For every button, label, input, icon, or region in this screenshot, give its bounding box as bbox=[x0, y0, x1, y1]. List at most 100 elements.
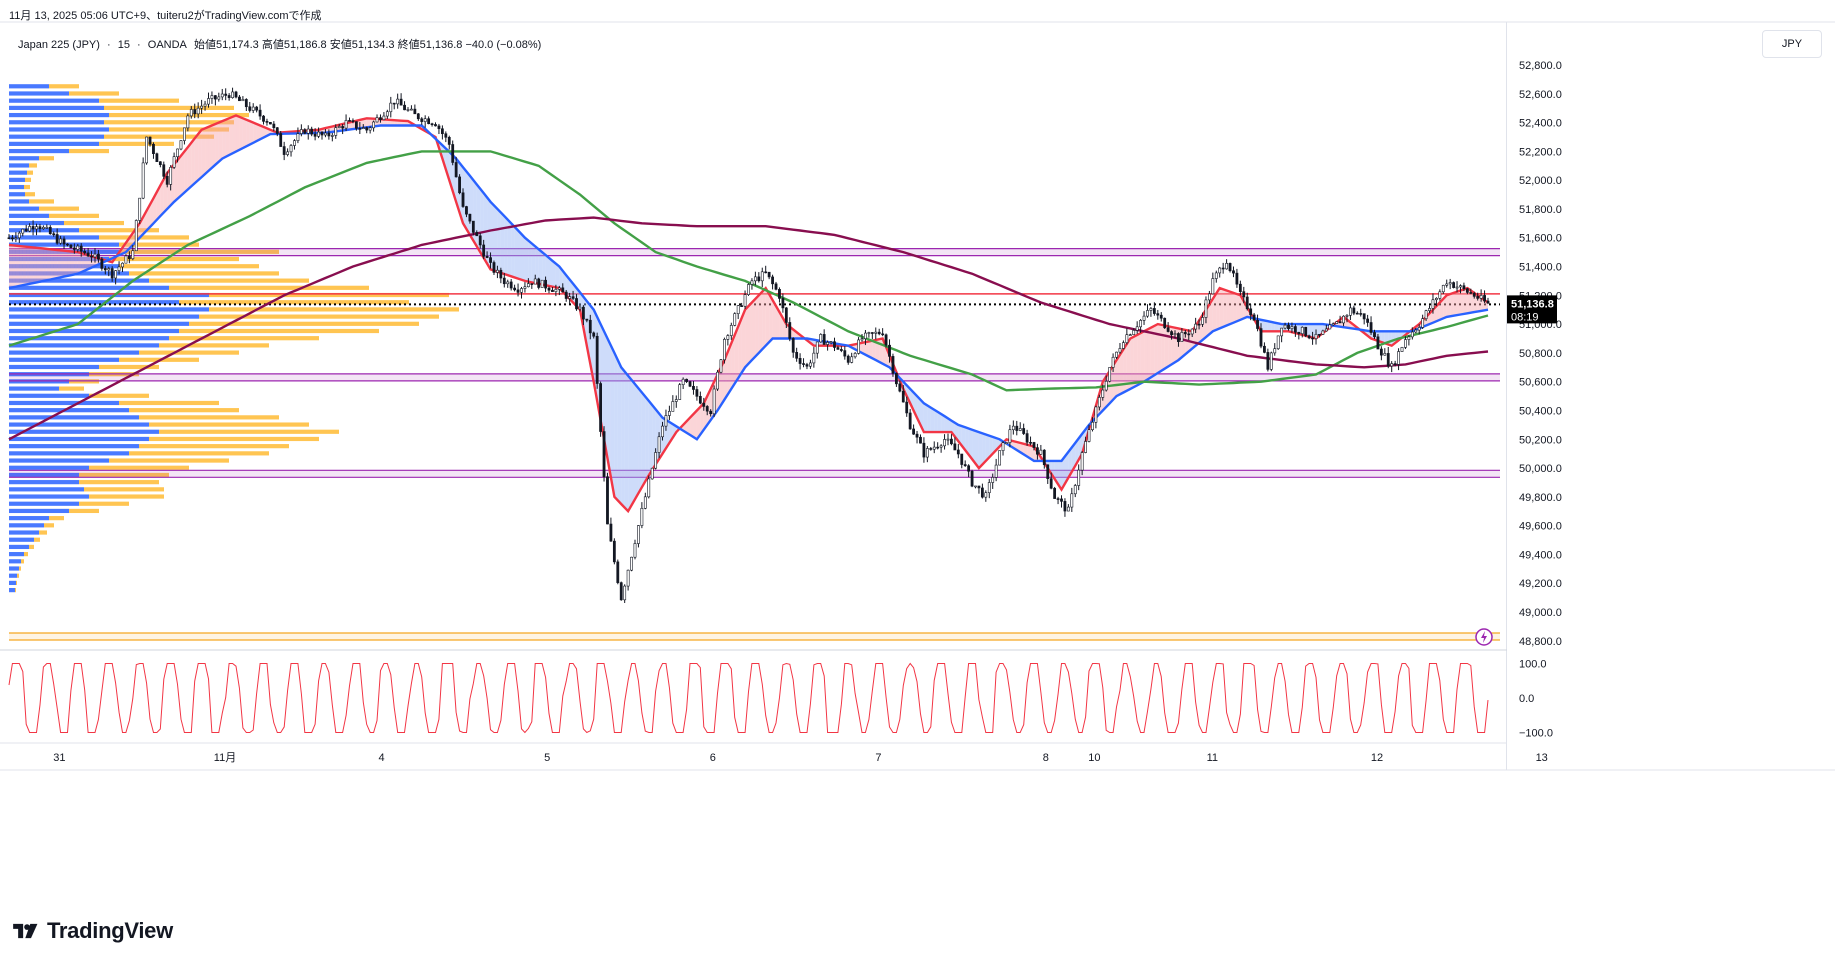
candle-body bbox=[516, 289, 520, 293]
candle-body bbox=[272, 123, 276, 128]
candle-body bbox=[908, 412, 912, 430]
candle-body bbox=[599, 383, 603, 432]
candle-body bbox=[568, 296, 572, 299]
ma-fill bbox=[614, 352, 618, 501]
symbol-name[interactable]: Japan 225 (JPY) bbox=[18, 39, 100, 51]
candle-body bbox=[1060, 498, 1063, 502]
candle-body bbox=[623, 585, 627, 601]
y-tick-label: 52,800.0 bbox=[1519, 60, 1562, 72]
ma-fill bbox=[941, 414, 945, 433]
candle-body bbox=[1190, 328, 1194, 335]
candle-body bbox=[705, 406, 709, 412]
ma-fill bbox=[225, 118, 230, 157]
vp-sell-bar bbox=[29, 163, 37, 168]
ma-fill bbox=[690, 414, 694, 438]
candle-body bbox=[1445, 283, 1449, 286]
candle-body bbox=[626, 569, 630, 587]
candle-body bbox=[643, 496, 647, 509]
candle-body bbox=[1273, 348, 1277, 354]
ma-fill bbox=[741, 309, 746, 373]
candle-body bbox=[1235, 272, 1239, 285]
vp-buy-bar bbox=[9, 148, 69, 154]
candle-body bbox=[1149, 308, 1153, 311]
candle-body bbox=[1472, 293, 1476, 297]
vp-buy-bar bbox=[9, 134, 104, 139]
candle-body bbox=[585, 318, 589, 321]
vp-buy-bar bbox=[9, 566, 19, 571]
ma-fill bbox=[521, 234, 525, 281]
candle-body bbox=[293, 140, 296, 146]
vp-buy-bar bbox=[9, 235, 99, 240]
vp-buy-bar bbox=[9, 364, 99, 370]
candle-body bbox=[121, 262, 124, 268]
vp-sell-bar bbox=[99, 235, 189, 240]
vp-sell-bar bbox=[199, 314, 439, 319]
candle-body bbox=[1266, 352, 1270, 370]
candle-body bbox=[286, 151, 290, 155]
candle-body bbox=[781, 298, 785, 309]
candle-body bbox=[324, 132, 327, 136]
interval-label[interactable]: 15 bbox=[117, 39, 130, 51]
candle-body bbox=[238, 96, 241, 102]
level-band bbox=[9, 248, 1500, 256]
ma-fill bbox=[88, 255, 92, 270]
tradingview-logo[interactable]: TradingView bbox=[11, 918, 173, 944]
candle-body bbox=[62, 238, 66, 245]
candle-body bbox=[843, 350, 847, 357]
candle-body bbox=[1039, 449, 1043, 455]
candle-body bbox=[403, 104, 406, 111]
vp-sell-bar bbox=[25, 192, 35, 197]
y-tick-label: 49,200.0 bbox=[1519, 578, 1562, 590]
vp-buy-bar bbox=[9, 141, 99, 146]
ma-fill bbox=[518, 230, 522, 280]
candle-body bbox=[588, 319, 592, 334]
ma-fill bbox=[15, 245, 20, 287]
vp-sell-bar bbox=[24, 552, 28, 557]
ma-fill bbox=[751, 298, 756, 361]
candle-body bbox=[884, 334, 888, 346]
ma-fill bbox=[160, 179, 164, 217]
candle-body bbox=[1053, 487, 1057, 499]
ma-fill bbox=[507, 219, 512, 277]
ma-fill bbox=[549, 257, 553, 287]
y-tick-label: 49,600.0 bbox=[1519, 521, 1562, 533]
ma-fill bbox=[493, 205, 498, 272]
candle-body bbox=[313, 133, 317, 137]
candle-body bbox=[1122, 342, 1125, 349]
candle-body bbox=[819, 334, 823, 343]
candle-body bbox=[1263, 345, 1266, 353]
y-tick-label: 51,400.0 bbox=[1519, 262, 1562, 274]
vp-buy-bar bbox=[9, 472, 79, 478]
candle-body bbox=[564, 291, 568, 299]
candle-body bbox=[234, 91, 238, 98]
ma-fill bbox=[910, 388, 914, 411]
candle-body bbox=[1355, 312, 1359, 315]
candle-body bbox=[1342, 315, 1345, 324]
ma-fill bbox=[57, 249, 61, 279]
candle-body bbox=[839, 349, 843, 351]
candle-body bbox=[330, 135, 334, 137]
vp-sell-bar bbox=[129, 451, 269, 456]
candle-body bbox=[764, 271, 768, 274]
candle-body bbox=[1249, 308, 1253, 316]
candle-body bbox=[251, 106, 255, 111]
ma-fill bbox=[1216, 288, 1220, 330]
candle-body bbox=[612, 540, 616, 563]
candle-body bbox=[1393, 363, 1397, 365]
moving-averages bbox=[8, 114, 1489, 514]
candle-body bbox=[1252, 314, 1256, 321]
candle-body bbox=[1101, 389, 1105, 398]
ma-fill bbox=[923, 403, 928, 433]
vp-buy-bar bbox=[9, 523, 44, 528]
currency-button[interactable]: JPY bbox=[1762, 30, 1822, 58]
candle-body bbox=[833, 341, 836, 348]
ma-fill bbox=[208, 125, 212, 171]
candle-body bbox=[1104, 380, 1108, 391]
candle-body bbox=[771, 276, 774, 285]
candle-body bbox=[1005, 442, 1008, 444]
ma-fill bbox=[693, 410, 697, 440]
candle-body bbox=[709, 410, 713, 415]
candle-body bbox=[1331, 323, 1335, 326]
ma-fill bbox=[260, 125, 264, 140]
